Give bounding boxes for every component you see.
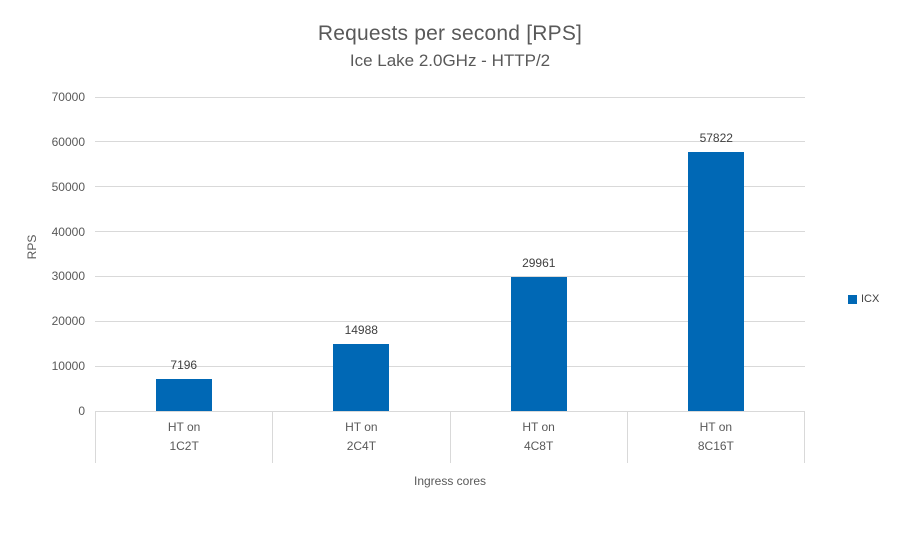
category-label-line1: HT on xyxy=(699,419,733,434)
category-cell-1C2T: HT on 1C2T xyxy=(95,411,272,463)
bar-value-label: 14988 xyxy=(344,322,378,337)
category-label-line1: HT on xyxy=(522,419,555,434)
category-label-line2: 2C4T xyxy=(346,439,377,454)
y-tick-label: 20000 xyxy=(51,314,85,329)
category-cell-2C4T: HT on 2C4T xyxy=(272,411,449,463)
plot-area: 7196 14988 29961 57822 xyxy=(95,96,805,412)
category-cell-8C16T: HT on 8C16T xyxy=(626,411,805,463)
gridline xyxy=(95,186,805,188)
gridline xyxy=(95,275,805,277)
y-tick-label: 60000 xyxy=(51,134,85,149)
category-label-line1: HT on xyxy=(167,419,201,434)
category-label-line2: 4C8T xyxy=(523,439,554,454)
bar-8C16T xyxy=(688,151,745,411)
legend: ICX xyxy=(848,293,879,305)
bar-value-label: 29961 xyxy=(522,255,556,270)
y-tick-label: 70000 xyxy=(51,90,85,104)
y-tick-label: 50000 xyxy=(51,179,85,194)
gridline xyxy=(95,320,805,322)
category-cell-4C8T: HT on 4C8T xyxy=(449,411,627,463)
y-tick-label: 30000 xyxy=(51,269,85,284)
chart-subtitle: Ice Lake 2.0GHz - HTTP/2 xyxy=(349,51,551,70)
gridline xyxy=(95,96,805,98)
chart-title: Requests per second [RPS] xyxy=(317,22,583,45)
x-axis-categories: HT on 1C2T HT on 2C4T HT on 4C8T HT on 8C16T xyxy=(95,411,805,463)
bar-value-label: 7196 xyxy=(170,357,198,372)
bar-value-label: 57822 xyxy=(699,130,733,145)
y-axis-ticks: 0 10000 20000 30000 40000 50000 60000 70000 xyxy=(0,90,85,418)
legend-series-label: ICX xyxy=(861,293,880,305)
bar-4C8T xyxy=(510,276,567,411)
bar-2C4T xyxy=(333,343,390,411)
category-label-line2: 1C2T xyxy=(169,439,199,454)
gridline xyxy=(95,365,805,367)
bar-1C2T xyxy=(155,378,212,411)
y-tick-label: 40000 xyxy=(51,224,85,239)
y-tick-label: 10000 xyxy=(51,359,85,374)
x-axis-label: Ingress cores xyxy=(413,474,487,488)
category-label-line1: HT on xyxy=(345,419,378,434)
gridline xyxy=(95,141,805,143)
category-label-line2: 8C16T xyxy=(697,439,734,454)
y-tick-label: 0 xyxy=(78,404,85,418)
legend-swatch-icon xyxy=(848,294,857,304)
gridline xyxy=(95,231,805,233)
